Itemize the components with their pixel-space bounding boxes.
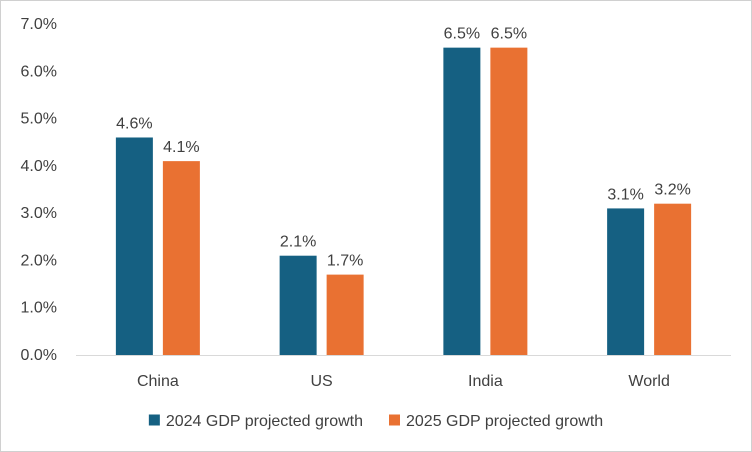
data-label: 4.1% xyxy=(163,139,199,156)
x-tick-label: World xyxy=(628,373,670,390)
data-label: 1.7% xyxy=(327,253,363,270)
data-label: 6.5% xyxy=(444,26,480,43)
data-label: 4.6% xyxy=(116,115,152,132)
legend: 2024 GDP projected growth 2025 GDP projec… xyxy=(148,413,603,430)
y-tick-label: 2.0% xyxy=(21,252,57,269)
y-tick-label: 6.0% xyxy=(21,63,57,80)
bar-us-series-1 xyxy=(279,255,317,355)
legend-swatch xyxy=(389,414,400,426)
y-tick-label: 5.0% xyxy=(21,111,57,128)
x-tick-label: China xyxy=(137,373,179,390)
bar-india-series-1 xyxy=(443,47,481,356)
legend-swatch xyxy=(148,414,160,426)
data-labels: 4.6% 4.1% 2.1% 1.7% 6.5% 6.5% 3.1% 3.2% xyxy=(116,26,691,270)
data-label: 6.5% xyxy=(491,26,527,43)
y-axis: 0.0% 1.0% 2.0% 3.0% 4.0% 5.0% 6.0% 7.0% xyxy=(21,16,57,364)
legend-label: 2024 GDP projected growth xyxy=(166,413,363,430)
legend-label: 2025 GDP projected growth xyxy=(406,413,603,430)
x-tick-label: US xyxy=(311,373,333,390)
bars xyxy=(115,47,692,356)
data-label: 3.2% xyxy=(654,182,690,199)
bar-china-series-1 xyxy=(115,137,153,355)
bar-world-series-1 xyxy=(607,208,645,355)
y-tick-label: 3.0% xyxy=(21,205,57,222)
bar-india-series-2 xyxy=(490,47,528,356)
legend-item: 2024 GDP projected growth xyxy=(148,413,363,430)
x-axis: China US India World xyxy=(76,355,731,390)
y-tick-label: 4.0% xyxy=(21,158,57,175)
y-tick-label: 7.0% xyxy=(21,16,57,33)
y-tick-label: 1.0% xyxy=(21,300,57,317)
legend-item: 2025 GDP projected growth xyxy=(389,413,603,430)
bar-us-series-2 xyxy=(326,274,364,355)
x-tick-label: India xyxy=(468,373,503,390)
bar-world-series-2 xyxy=(654,203,692,355)
y-tick-label: 0.0% xyxy=(21,347,57,364)
bar-china-series-2 xyxy=(162,161,200,355)
data-label: 2.1% xyxy=(280,234,316,251)
data-label: 3.1% xyxy=(607,186,643,203)
